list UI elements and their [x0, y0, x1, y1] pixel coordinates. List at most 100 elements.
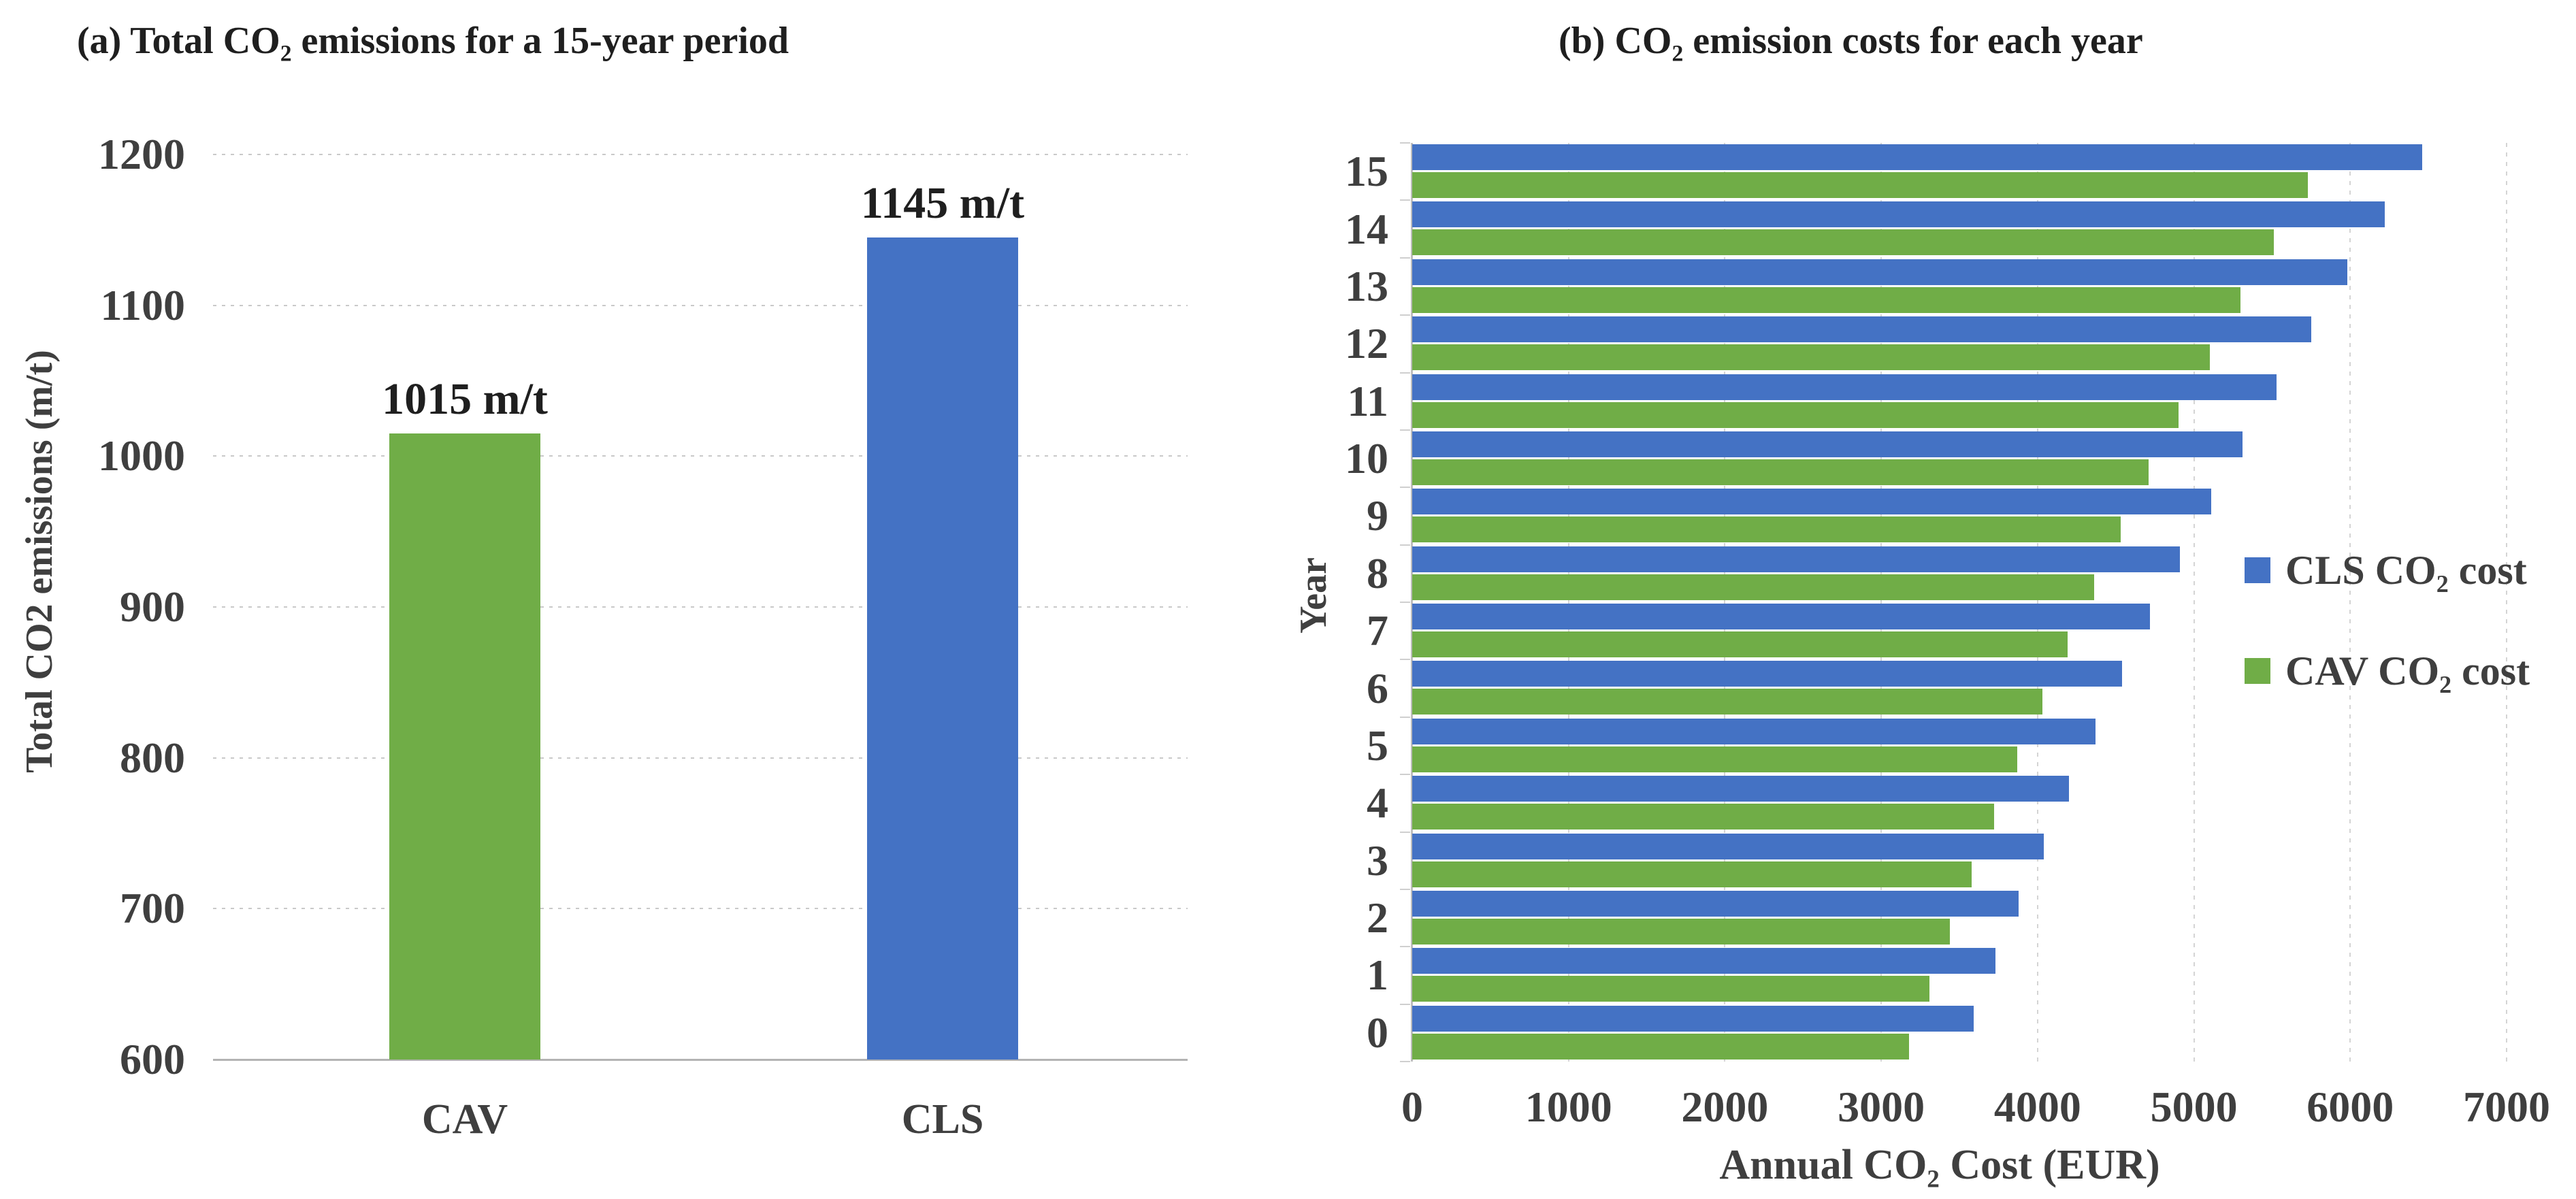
gridline-vertical: [1567, 143, 1569, 1062]
legend-label-cls: CLS CO₂ cost: [2285, 548, 2527, 593]
x-tick-label: 5000: [2150, 1083, 2238, 1131]
bar-value-label: 1145 m/t: [860, 178, 1025, 228]
x-tick-label: 0: [1401, 1083, 1423, 1131]
cls-bar-year-11: [1412, 374, 2277, 400]
year-tick-label: 2: [1367, 893, 1388, 942]
cav-bar-year-7: [1412, 631, 2068, 657]
cav-bar-year-13: [1412, 286, 2241, 313]
category-tick-mark: [1400, 1003, 1410, 1005]
gridline-vertical: [2036, 143, 2038, 1062]
gridline-vertical: [1724, 143, 1726, 1062]
gridline-vertical: [2193, 143, 2195, 1062]
x-tick-label: 2000: [1681, 1083, 1769, 1131]
cav-bar-year-15: [1412, 172, 2309, 198]
category-tick-mark: [1400, 659, 1410, 661]
year-tick-label: 3: [1367, 836, 1388, 885]
category-tick-mark: [1400, 199, 1410, 201]
x-tick-label: 7000: [2463, 1083, 2550, 1131]
y-tick-label: 700: [120, 884, 185, 933]
category-tick-mark: [1400, 257, 1410, 259]
cls-legend-swatch-icon: [2245, 557, 2270, 583]
gridline-vertical: [2506, 143, 2507, 1062]
year-tick-label: 13: [1345, 261, 1388, 310]
cav-bar-year-2: [1412, 918, 1951, 945]
bar-value-label: 1015 m/t: [382, 374, 548, 425]
x-tick-label: 3000: [1838, 1083, 1925, 1131]
category-label-cav: CAV: [421, 1096, 508, 1143]
panel-a-y-axis-title: Total CO2 emissions (m/t): [18, 350, 61, 773]
gridline-horizontal: [213, 304, 1188, 306]
cls-bar-year-10: [1412, 431, 2243, 457]
cls-bar-year-5: [1412, 718, 2096, 744]
panel-b-x-axis-title: Annual CO₂ Cost (EUR): [1719, 1142, 2160, 1188]
gridline-horizontal: [213, 606, 1188, 608]
year-tick-label: 7: [1367, 606, 1388, 655]
y-tick-label: 600: [120, 1035, 185, 1083]
year-tick-label: 9: [1367, 491, 1388, 540]
category-tick-mark: [1400, 544, 1410, 546]
gridline-vertical: [2349, 143, 2351, 1062]
cav-bar-year-1: [1412, 976, 1930, 1002]
x-tick-label: 4000: [1993, 1083, 2081, 1131]
gridline-horizontal: [213, 908, 1188, 910]
year-tick-label: 15: [1345, 147, 1388, 196]
category-tick-mark: [1400, 888, 1410, 890]
x-tick-label: 6000: [2306, 1083, 2394, 1131]
cav-bar-year-14: [1412, 229, 2274, 256]
cav-bar-year-10: [1412, 459, 2149, 485]
y-axis-line: [1411, 143, 1413, 1062]
year-tick-label: 11: [1347, 376, 1388, 425]
y-tick-label: 900: [120, 582, 185, 631]
year-tick-label: 10: [1345, 434, 1388, 483]
cls-bar-year-2: [1412, 890, 2019, 917]
category-tick-mark: [1400, 429, 1410, 431]
category-tick-mark: [1400, 716, 1410, 718]
x-tick-label: 1000: [1525, 1083, 1612, 1131]
legend-label-cav: CAV CO₂ cost: [2285, 648, 2530, 693]
category-tick-mark: [1400, 946, 1410, 948]
gridline-horizontal: [213, 757, 1188, 759]
cav-bar-year-5: [1412, 746, 2017, 772]
cls-bar-year-8: [1412, 546, 2180, 572]
cls-bar-year-13: [1412, 259, 2347, 285]
y-tick-label: 1000: [98, 431, 185, 480]
y-tick-label: 800: [120, 733, 185, 782]
category-tick-mark: [1400, 774, 1410, 776]
gridline-vertical: [1880, 143, 1882, 1062]
category-label-cls: CLS: [901, 1096, 984, 1143]
year-tick-label: 8: [1367, 548, 1388, 597]
cav-bar: [389, 433, 540, 1060]
cls-bar-year-4: [1412, 776, 2069, 802]
year-tick-label: 0: [1367, 1008, 1388, 1057]
cls-bar-year-14: [1412, 201, 2385, 228]
cls-bar: [867, 237, 1018, 1060]
cls-bar-year-6: [1412, 661, 2122, 687]
category-tick-mark: [1400, 142, 1410, 144]
gridline-horizontal: [213, 455, 1188, 457]
y-tick-label: 1100: [100, 280, 185, 329]
cav-bar-year-8: [1412, 574, 2094, 600]
year-tick-label: 4: [1367, 778, 1388, 827]
gridline-horizontal: [213, 154, 1188, 155]
cav-bar-year-9: [1412, 516, 2121, 543]
cls-bar-year-7: [1412, 604, 2151, 629]
category-tick-mark: [1400, 487, 1410, 489]
cav-bar-year-11: [1412, 401, 2179, 428]
cls-bar-year-9: [1412, 489, 2211, 515]
panel-a-title: (a) Total CO₂ emissions for a 15-year pe…: [77, 20, 789, 62]
cav-legend-swatch-icon: [2245, 658, 2270, 684]
category-tick-mark: [1400, 1061, 1410, 1062]
year-tick-label: 5: [1367, 721, 1388, 770]
year-tick-label: 12: [1345, 319, 1388, 368]
cls-bar-year-15: [1412, 144, 2422, 170]
cls-bar-year-1: [1412, 948, 1995, 974]
cls-bar-year-12: [1412, 316, 2311, 343]
cls-bar-year-3: [1412, 833, 2044, 859]
panel-b-title: (b) CO₂ emission costs for each year: [1559, 20, 2143, 62]
cav-bar-year-3: [1412, 861, 1972, 887]
x-axis-line: [213, 1059, 1188, 1061]
cav-bar-year-6: [1412, 689, 2042, 715]
cav-bar-year-12: [1412, 344, 2210, 371]
year-tick-label: 6: [1367, 663, 1388, 712]
